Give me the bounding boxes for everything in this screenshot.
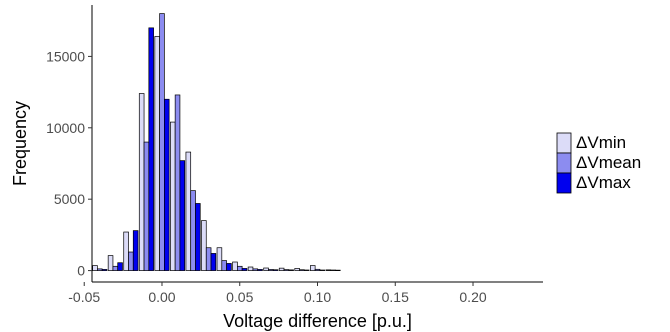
x-axis-title: Voltage difference [p.u.] <box>223 311 412 331</box>
y-tick-label: 5000 <box>54 191 85 207</box>
y-tick-label: 10000 <box>46 120 85 136</box>
bar-2-3 <box>148 27 154 271</box>
legend-key <box>556 152 572 174</box>
bar-0-10 <box>247 266 254 271</box>
bar-1-3 <box>143 141 150 271</box>
bar-1-5 <box>174 94 181 271</box>
bar-2-9 <box>241 268 248 271</box>
legend-label: ΔVmean <box>576 153 641 172</box>
bar-0-0 <box>92 265 98 271</box>
bar-1-6 <box>190 190 196 271</box>
legend-label: ΔVmin <box>576 133 626 152</box>
bar-1-1 <box>112 265 119 271</box>
bar-2-0 <box>101 269 108 271</box>
bar-0-6 <box>185 151 192 271</box>
legend-key <box>556 132 572 154</box>
bar-2-4 <box>164 98 170 271</box>
bar-2-11 <box>272 269 279 271</box>
x-tick-label: 0.10 <box>304 289 331 305</box>
bar-0-1 <box>107 255 114 271</box>
bar-0-3 <box>138 93 145 271</box>
bar-1-15 <box>330 269 336 271</box>
bar-1-10 <box>252 268 259 271</box>
bar-1-12 <box>283 269 290 271</box>
bar-0-15 <box>325 269 332 271</box>
bar-2-2 <box>132 230 139 271</box>
bar-0-14 <box>310 265 316 271</box>
x-ticks: -0.05 0.00 0.05 0.10 0.15 0.20 <box>68 282 487 305</box>
bar-0-8 <box>216 247 223 271</box>
x-tick-label: -0.05 <box>68 289 100 305</box>
bars-layer <box>92 13 341 271</box>
bar-2-6 <box>195 203 201 271</box>
y-tick-label: 15000 <box>46 48 85 64</box>
bar-0-9 <box>232 261 238 271</box>
bar-2-7 <box>210 253 217 271</box>
bar-0-7 <box>201 220 207 271</box>
bar-1-0 <box>97 268 103 271</box>
bar-2-8 <box>226 263 232 271</box>
x-tick-label: 0.20 <box>459 289 486 305</box>
legend-label: ΔVmax <box>576 173 631 192</box>
bar-1-14 <box>314 268 321 271</box>
x-tick-label: 0.00 <box>148 289 175 305</box>
x-tick-label: 0.05 <box>226 289 253 305</box>
x-tick-label: 0.15 <box>382 289 409 305</box>
bar-1-9 <box>237 265 243 271</box>
bar-2-15 <box>335 269 341 271</box>
bar-1-8 <box>221 260 227 271</box>
y-axis-title: Frequency <box>10 101 30 186</box>
bar-1-13 <box>299 269 305 271</box>
bar-0-5 <box>170 121 176 271</box>
bar-2-12 <box>288 269 294 271</box>
bar-0-12 <box>278 267 285 271</box>
y-ticks: 0 5000 10000 15000 <box>46 48 92 279</box>
bar-2-14 <box>319 269 326 271</box>
bar-2-13 <box>303 269 310 271</box>
bar-0-13 <box>294 268 300 271</box>
bar-0-11 <box>263 267 269 271</box>
bar-1-2 <box>128 251 134 271</box>
bar-0-2 <box>123 231 129 271</box>
bar-2-5 <box>179 160 186 271</box>
y-tick-label: 0 <box>77 263 85 279</box>
bar-2-10 <box>257 269 263 271</box>
bar-1-11 <box>268 269 274 271</box>
bar-1-7 <box>205 247 212 271</box>
bar-2-1 <box>117 262 123 271</box>
bar-1-4 <box>159 13 165 271</box>
legend-key <box>556 172 572 194</box>
bar-0-4 <box>154 36 160 271</box>
